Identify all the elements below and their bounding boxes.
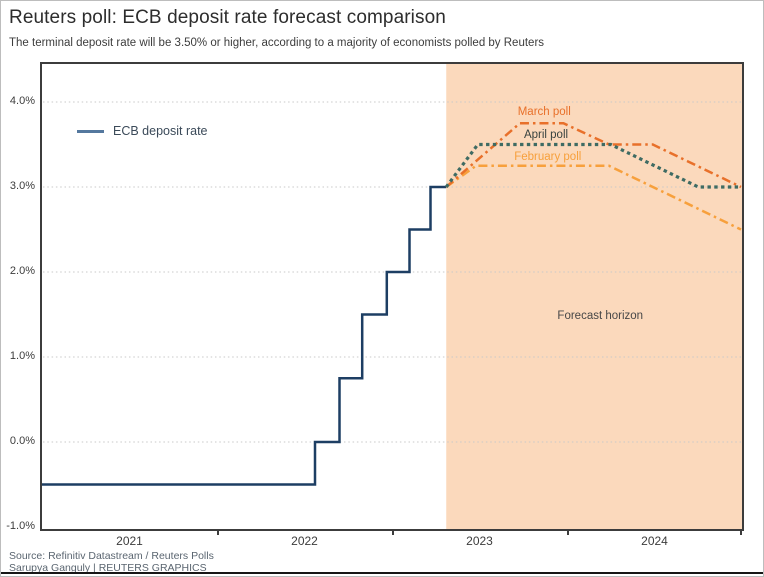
y-axis-tick-label: 4.0% [9, 95, 35, 107]
y-axis-tick-label: 1.0% [9, 350, 35, 362]
x-axis-tick-label: 2024 [641, 534, 668, 548]
byline: Sarupya Ganguly | REUTERS GRAPHICS [9, 562, 207, 574]
forecast-region [446, 64, 742, 529]
series-february-line [445, 164, 742, 231]
chart-subtitle: The terminal deposit rate will be 3.50% … [9, 37, 545, 49]
x-axis-tick-label: 2022 [291, 534, 318, 548]
x-axis-tick-mark [217, 529, 219, 535]
chart-canvas [42, 64, 742, 529]
y-axis-tick-label: 3.0% [9, 180, 35, 192]
y-axis-tick-label: -1.0% [6, 520, 35, 532]
series-march-line [445, 122, 742, 189]
y-axis-tick-label: 2.0% [9, 265, 35, 277]
source-note: Source: Refinitiv Datastream / Reuters P… [9, 550, 214, 562]
series-ecb-line [42, 185, 447, 486]
annotation-april-poll-label: April poll [523, 129, 569, 142]
legend-line-swatch [77, 129, 104, 133]
y-axis-tick-label: 0.0% [9, 435, 35, 447]
annotation-february-poll-label: February poll [514, 151, 582, 164]
x-axis-tick-label: 2023 [466, 534, 493, 548]
x-axis-tick-label: 2021 [116, 534, 143, 548]
plot-area [40, 62, 744, 531]
x-axis-tick-mark [567, 529, 569, 535]
x-axis-tick-mark [740, 529, 742, 535]
chart-title: Reuters poll: ECB deposit rate forecast … [9, 7, 446, 28]
series-april-line [444, 142, 741, 189]
bottom-rule [1, 572, 763, 574]
annotation-march-poll-label: March poll [517, 106, 571, 119]
annotation-forecast-horizon-label: Forecast horizon [557, 310, 644, 323]
legend: ECB deposit rate [77, 124, 208, 138]
x-axis-tick-mark [392, 529, 394, 535]
legend-label: ECB deposit rate [113, 124, 208, 138]
